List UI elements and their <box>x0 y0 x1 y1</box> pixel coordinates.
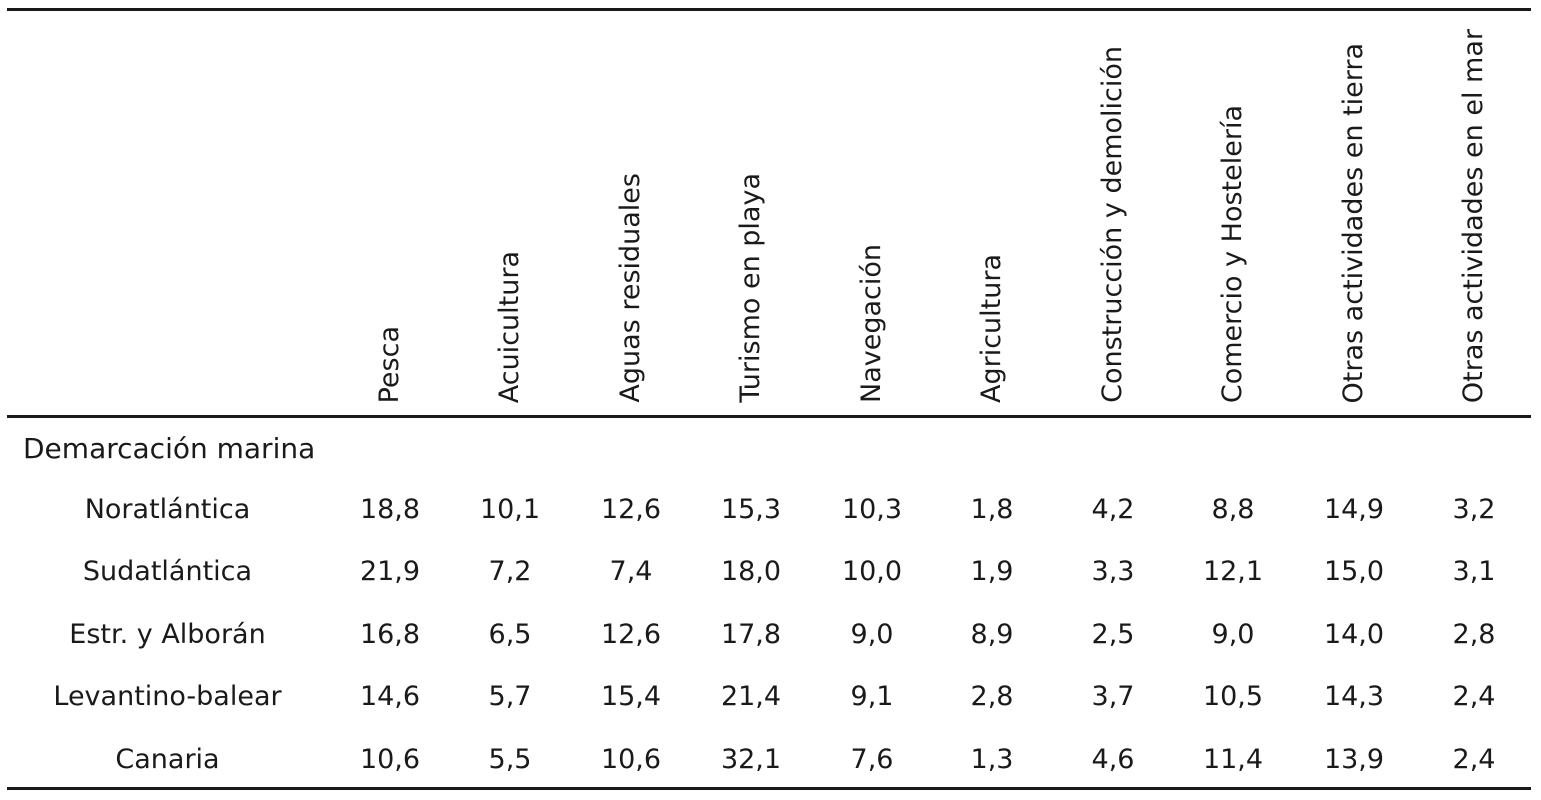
table-cell: 10,3 <box>841 494 903 525</box>
table-cell: 15,3 <box>720 494 782 525</box>
table-cell: 1,8 <box>970 494 1014 525</box>
column-header-agricultura: Agricultura <box>976 253 1007 403</box>
table-cell: 10,0 <box>841 556 903 587</box>
table-cell: 10,6 <box>359 744 421 775</box>
table-cell: 5,5 <box>488 744 532 775</box>
table-cell: 18,8 <box>359 494 421 525</box>
table-cell: 15,4 <box>600 681 662 712</box>
table-cell: 32,1 <box>720 744 782 775</box>
table-cell: 12,6 <box>600 619 662 650</box>
table-cell: 7,6 <box>850 744 894 775</box>
table-cell: 9,0 <box>850 619 894 650</box>
table-cell: 2,5 <box>1091 619 1135 650</box>
table-cell: 11,4 <box>1202 744 1264 775</box>
table-cell: 3,7 <box>1091 681 1135 712</box>
table-cell: 16,8 <box>359 619 421 650</box>
table-cell: 8,9 <box>970 619 1014 650</box>
table-cell: 2,8 <box>970 681 1014 712</box>
table-cell: 10,5 <box>1202 681 1264 712</box>
table-cell: 17,8 <box>720 619 782 650</box>
table-cell: 9,0 <box>1211 619 1255 650</box>
table-cell: 18,0 <box>720 556 782 587</box>
table-cell: 3,2 <box>1452 494 1496 525</box>
table-cell: 1,9 <box>970 556 1014 587</box>
table-cell: 21,4 <box>720 681 782 712</box>
table-top-rule <box>7 8 1531 11</box>
table-cell: 15,0 <box>1323 556 1385 587</box>
table-bottom-rule <box>7 787 1531 790</box>
row-label: Canaria <box>115 744 220 775</box>
column-header-turismo-en-playa: Turismo en playa <box>735 173 766 403</box>
table-cell: 7,2 <box>488 556 532 587</box>
table-cell: 4,2 <box>1091 494 1135 525</box>
table-cell: 10,6 <box>600 744 662 775</box>
column-header-construccion-y-demolicion: Construcción y demolición <box>1097 46 1128 403</box>
table-cell: 1,3 <box>970 744 1014 775</box>
table-cell: 8,8 <box>1211 494 1255 525</box>
table-cell: 9,1 <box>850 681 894 712</box>
table-cell: 13,9 <box>1323 744 1385 775</box>
table-cell: 14,0 <box>1323 619 1385 650</box>
table-cell: 6,5 <box>488 619 532 650</box>
table-cell: 12,1 <box>1202 556 1264 587</box>
table-cell: 14,9 <box>1323 494 1385 525</box>
row-label: Noratlántica <box>84 494 251 525</box>
table-cell: 3,3 <box>1091 556 1135 587</box>
table-cell: 12,6 <box>600 494 662 525</box>
column-header-aguas-residuales: Aguas residuales <box>615 173 646 403</box>
table-cell: 4,6 <box>1091 744 1135 775</box>
row-label: Sudatlántica <box>82 556 253 587</box>
column-header-navegacion: Navegación <box>856 244 887 403</box>
table-cell: 2,4 <box>1452 681 1496 712</box>
header-divider-rule <box>7 415 1531 418</box>
table-cell: 2,4 <box>1452 744 1496 775</box>
table-cell: 5,7 <box>488 681 532 712</box>
column-header-pesca: Pesca <box>374 325 405 403</box>
row-label: Estr. y Alborán <box>69 619 266 650</box>
column-header-comercio-y-hosteleria: Comercio y Hostelería <box>1217 104 1248 403</box>
row-label: Levantino-balear <box>53 681 282 712</box>
table-cell: 10,1 <box>479 494 541 525</box>
section-title: Demarcación marina <box>23 432 316 465</box>
table-cell: 2,8 <box>1452 619 1496 650</box>
table-cell: 14,3 <box>1323 681 1385 712</box>
column-header-acuicultura: Acuicultura <box>494 250 525 403</box>
table-cell: 3,1 <box>1452 556 1496 587</box>
table-cell: 14,6 <box>359 681 421 712</box>
column-header-otras-actividades-en-tierra: Otras actividades en tierra <box>1338 42 1369 403</box>
table-cell: 7,4 <box>609 556 653 587</box>
table-cell: 21,9 <box>359 556 421 587</box>
column-header-otras-actividades-en-el-mar: Otras actividades en el mar <box>1458 28 1489 403</box>
